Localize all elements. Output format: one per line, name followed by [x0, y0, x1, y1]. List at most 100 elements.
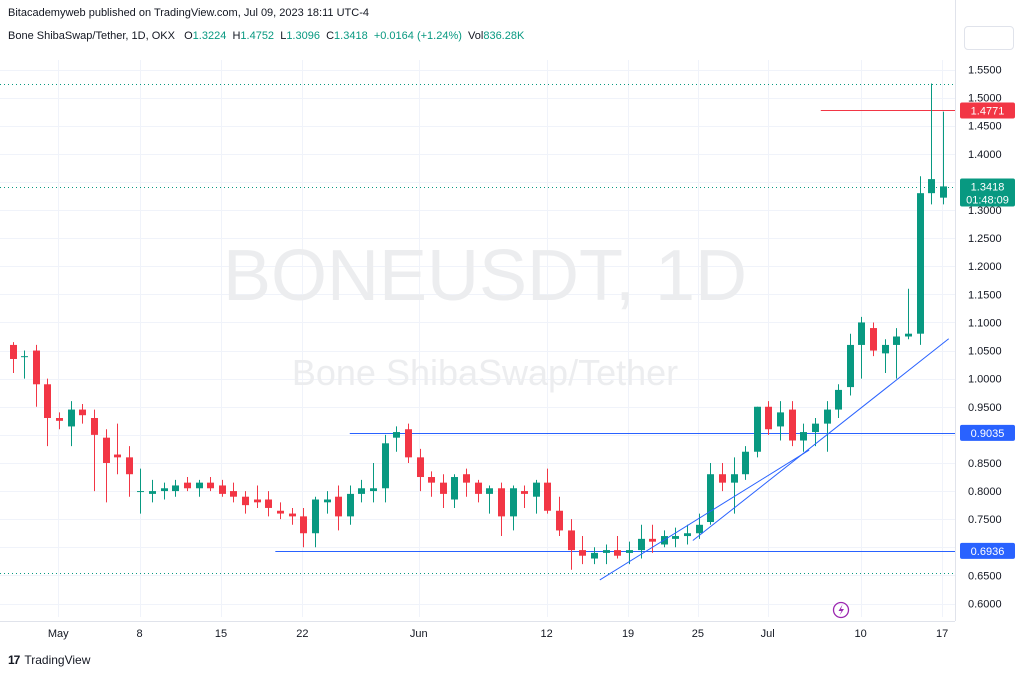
low-value: 1.3096 [286, 30, 320, 42]
tradingview-brand[interactable]: 17 TradingView [8, 653, 90, 667]
open-label: O [184, 30, 193, 42]
candle-body [21, 356, 28, 358]
candle-body [521, 491, 528, 494]
support-price-label: 0.6936 [971, 546, 1005, 558]
time-tick-label: 22 [296, 628, 308, 640]
candle-body [56, 418, 63, 421]
candle-body [44, 384, 51, 419]
candle-body [754, 406, 761, 452]
candle-body [893, 336, 900, 345]
candle-body [556, 510, 563, 531]
candle-body [940, 186, 947, 198]
candle-body [137, 491, 144, 493]
candle-body [207, 482, 214, 489]
candle-body [731, 474, 738, 483]
candle-body [358, 488, 365, 494]
close-label: C [326, 30, 335, 42]
time-tick-label: Jul [761, 628, 775, 640]
symbol-label: Bone ShibaSwap/Tether, 1D, OKX [8, 30, 175, 42]
brand-name: TradingView [24, 653, 91, 667]
candle-body [463, 474, 470, 483]
candle-body [498, 488, 505, 517]
candle-body [161, 488, 168, 492]
watermark-name: Bone ShibaSwap/Tether [292, 352, 678, 393]
price-tick-label: 0.6500 [968, 570, 1002, 582]
candle-body [835, 389, 842, 410]
price-tick-label: 1.5500 [968, 65, 1002, 77]
toolbar-box[interactable] [964, 26, 1014, 50]
replay-icon[interactable] [832, 601, 850, 619]
price-tick-label: 1.3000 [968, 205, 1002, 217]
low-label: L [280, 30, 287, 42]
trendlines [599, 338, 950, 581]
price-tick-label: 1.5000 [968, 93, 1002, 105]
price-tick-label: 1.2000 [968, 261, 1002, 273]
candle-body [824, 409, 831, 424]
price-axis: 1.55001.50001.45001.40001.35001.30001.25… [968, 65, 1002, 611]
price-tick-label: 1.0000 [968, 374, 1002, 386]
price-tick-label: 0.7500 [968, 514, 1002, 526]
time-tick-label: 8 [137, 628, 143, 640]
candle-body [928, 179, 935, 194]
countdown-label: 01:48:09 [966, 195, 1009, 207]
candle-body [777, 412, 784, 427]
time-tick-label: Jun [410, 628, 428, 640]
candle-body [312, 499, 319, 534]
candle-body [300, 516, 307, 534]
candle-body [277, 510, 284, 514]
candle-body [591, 552, 598, 559]
candle-body [568, 530, 575, 551]
candle-body [440, 482, 447, 494]
candle-body [510, 488, 517, 517]
price-tick-label: 1.4000 [968, 149, 1002, 161]
close-value: 1.3418 [334, 30, 368, 42]
price-tick-label: 1.0500 [968, 346, 1002, 358]
candle-body [68, 409, 75, 427]
candle-body [370, 488, 377, 492]
time-tick-label: 19 [622, 628, 634, 640]
candle-body [184, 482, 191, 489]
candle-body [289, 513, 296, 517]
trendline [692, 338, 950, 541]
candle-body [579, 550, 586, 556]
candle-body [382, 443, 389, 489]
candle-body [393, 432, 400, 438]
candle-body [33, 350, 40, 385]
price-tick-label: 0.8000 [968, 486, 1002, 498]
candle-body [533, 482, 540, 497]
candle-body [417, 457, 424, 478]
open-value: 1.3224 [192, 30, 227, 42]
candle-body [324, 499, 331, 503]
candle-body [219, 485, 226, 494]
watermark-ticker: BONEUSDT, 1D [223, 236, 747, 316]
candle-body [544, 482, 551, 511]
candle-body [103, 437, 110, 463]
candle-body [405, 429, 412, 458]
volume-value: 836.28K [483, 30, 525, 42]
candle-body [475, 482, 482, 494]
candle-body [614, 550, 621, 556]
resistance-price-label-bg [960, 424, 1015, 441]
high-price-label: 1.4771 [971, 105, 1005, 117]
resistance-price-label: 0.9035 [971, 428, 1005, 440]
high-price-label-bg [960, 102, 1015, 119]
candle-body [114, 454, 121, 458]
candle-body [265, 499, 272, 508]
price-tick-label: 0.6000 [968, 599, 1002, 611]
time-tick-label: 12 [541, 628, 553, 640]
candle-body [696, 524, 703, 534]
chart-grid [0, 0, 956, 622]
support-price-label-bg [960, 542, 1015, 559]
high-value: 1.4752 [240, 30, 275, 42]
candle-body [684, 533, 691, 537]
price-tick-label: 1.1500 [968, 289, 1002, 301]
candle-body [149, 491, 156, 494]
price-tick-label: 0.8500 [968, 458, 1002, 470]
time-axis: May 8 15 22 Jun 12 19 25 Jul 10 17 [48, 628, 948, 640]
candle-body [196, 482, 203, 489]
candle-body [858, 322, 865, 345]
candle-body [707, 474, 714, 522]
candle-body [800, 432, 807, 441]
last-price-label-bg [960, 178, 1015, 207]
